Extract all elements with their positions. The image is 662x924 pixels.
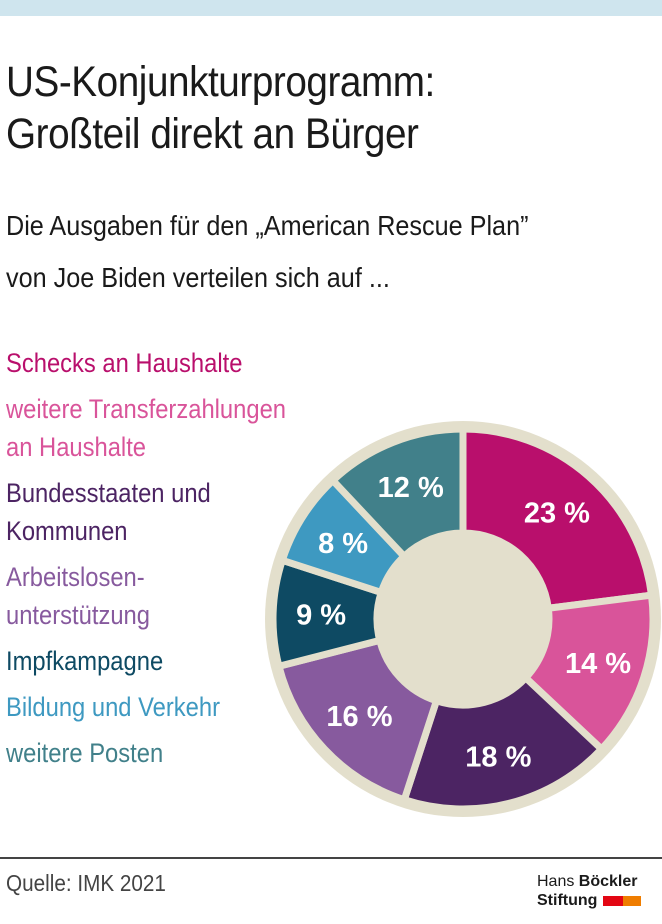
slice-label: 14 %	[565, 648, 631, 680]
logo-text-boeckler: Böckler	[578, 873, 638, 890]
legend: Schecks an Haushalte weitere Transferzahl…	[6, 344, 286, 780]
legend-item: Impfkampagne	[6, 646, 164, 676]
slice-label: 16 %	[326, 701, 392, 733]
slice-label: 8 %	[318, 528, 368, 560]
legend-item: Bildung und Verkehr	[6, 692, 220, 722]
top-bar	[0, 0, 662, 16]
pie-slice	[274, 636, 441, 805]
logo-text-hans: Hans	[537, 873, 579, 890]
legend-item: Bundesstaaten und Kommunen	[6, 478, 211, 546]
subtitle-line-2: von Joe Biden verteilen sich auf ...	[6, 262, 390, 293]
title-line-1: US-Konjunkturprogramm:	[6, 58, 435, 106]
logo-text-stiftung: Stiftung	[537, 892, 598, 909]
hans-boeckler-logo: Hans Böckler Stiftung	[537, 872, 642, 910]
legend-item: weitere Posten	[6, 738, 164, 768]
slice-label: 9 %	[296, 600, 346, 632]
slice-label: 12 %	[378, 472, 444, 504]
legend-item: Schecks an Haushalte	[6, 348, 243, 378]
slice-label: 23 %	[524, 497, 590, 529]
pie-slice	[520, 591, 657, 755]
pie-slice	[327, 425, 467, 562]
title-line-2: Großteil direkt an Bürger	[6, 110, 419, 158]
legend-item: Arbeitslosen- unterstützung	[6, 562, 150, 630]
page-title: US-Konjunkturprogramm: Großteil direkt a…	[6, 56, 435, 160]
logo-red-bar	[603, 895, 624, 906]
source-text: Quelle: IMK 2021	[6, 870, 166, 896]
subtitle: Die Ausgaben für den „American Rescue Pl…	[6, 200, 528, 304]
footer-divider	[0, 857, 662, 859]
pie-slice	[399, 672, 607, 813]
legend-item: weitere Transferzahlungen an Haushalte	[6, 394, 287, 462]
pie-slice	[459, 425, 656, 613]
subtitle-line-1: Die Ausgaben für den „American Rescue Pl…	[6, 210, 529, 241]
logo-orange-bar	[623, 895, 642, 906]
slice-label: 18 %	[465, 742, 531, 774]
